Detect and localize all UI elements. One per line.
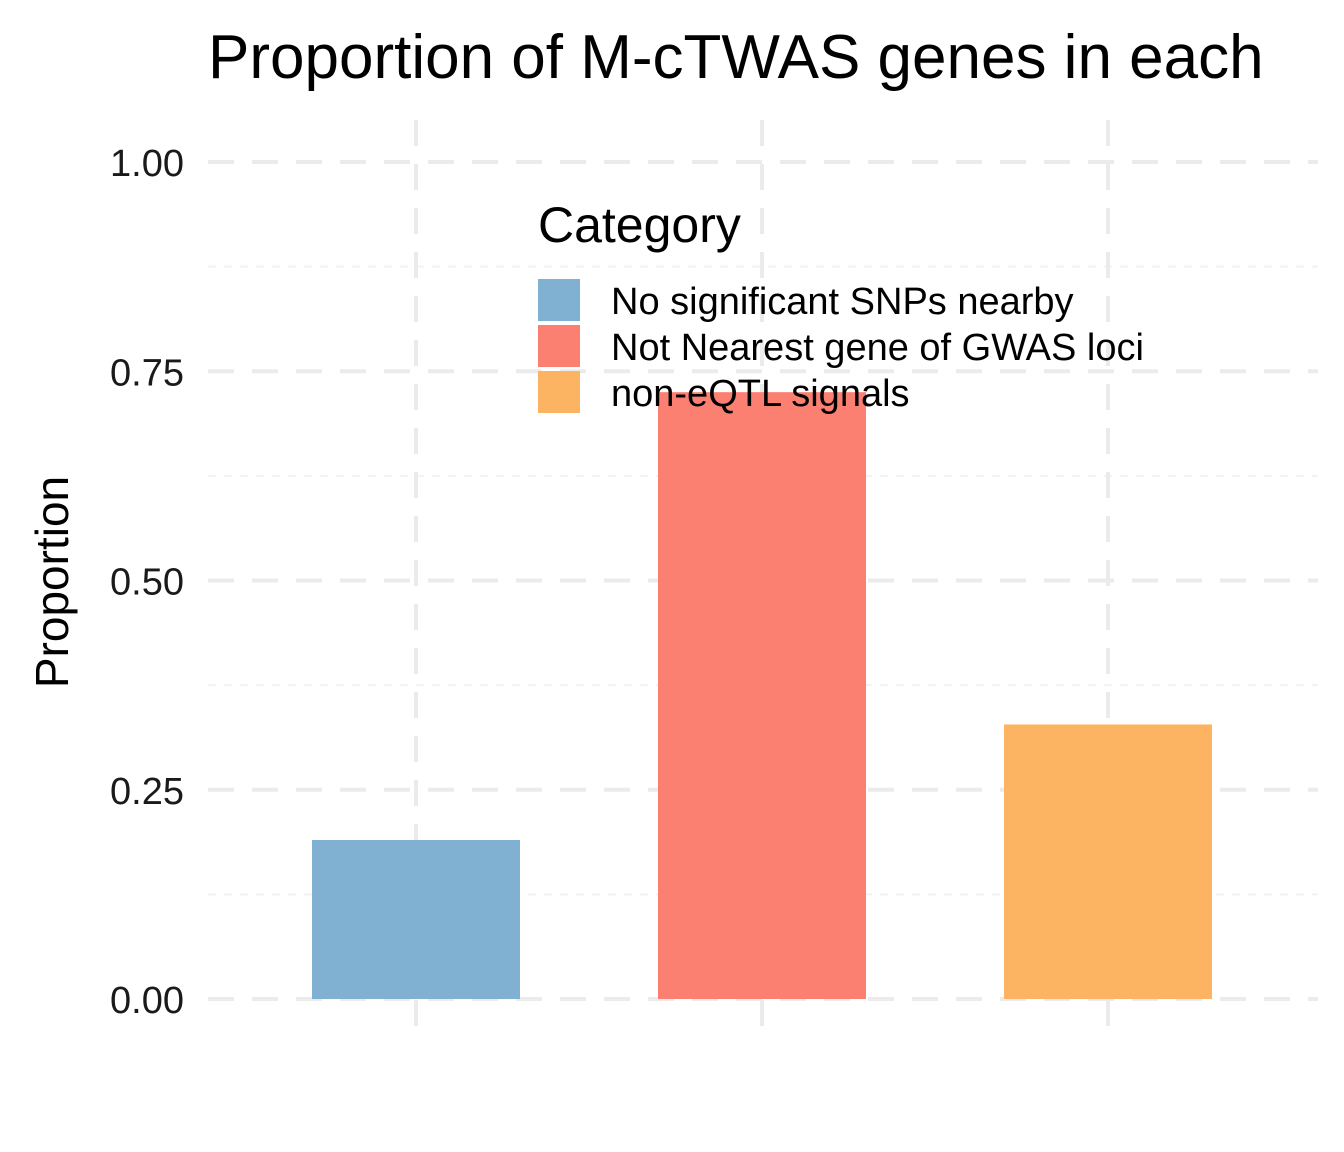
bar-1 (312, 839, 520, 999)
legend-label-3: non-eQTL signals (611, 373, 910, 415)
y-tick-label: 0.50 (110, 562, 184, 604)
y-tick-label: 1.00 (110, 143, 184, 185)
legend-label-2: Not Nearest gene of GWAS loci (611, 327, 1144, 369)
bar-3 (1004, 724, 1212, 999)
y-tick-label: 0.75 (110, 352, 184, 394)
chart-title: Proportion of M-cTWAS genes in each (208, 23, 1264, 92)
legend-key-2 (538, 325, 580, 367)
y-tick-label: 0.25 (110, 771, 184, 813)
bar-2 (658, 392, 866, 999)
legend-key-1 (538, 279, 580, 321)
legend-label-1: No significant SNPs nearby (611, 281, 1074, 323)
bars (312, 392, 1212, 999)
legend-key-3 (538, 371, 580, 413)
y-axis-ticks: 0.00 0.25 0.50 0.75 1.00 (110, 143, 184, 1022)
y-axis-title: Proportion (26, 476, 78, 688)
y-tick-label: 0.00 (110, 980, 184, 1022)
legend-title: Category (538, 197, 741, 253)
